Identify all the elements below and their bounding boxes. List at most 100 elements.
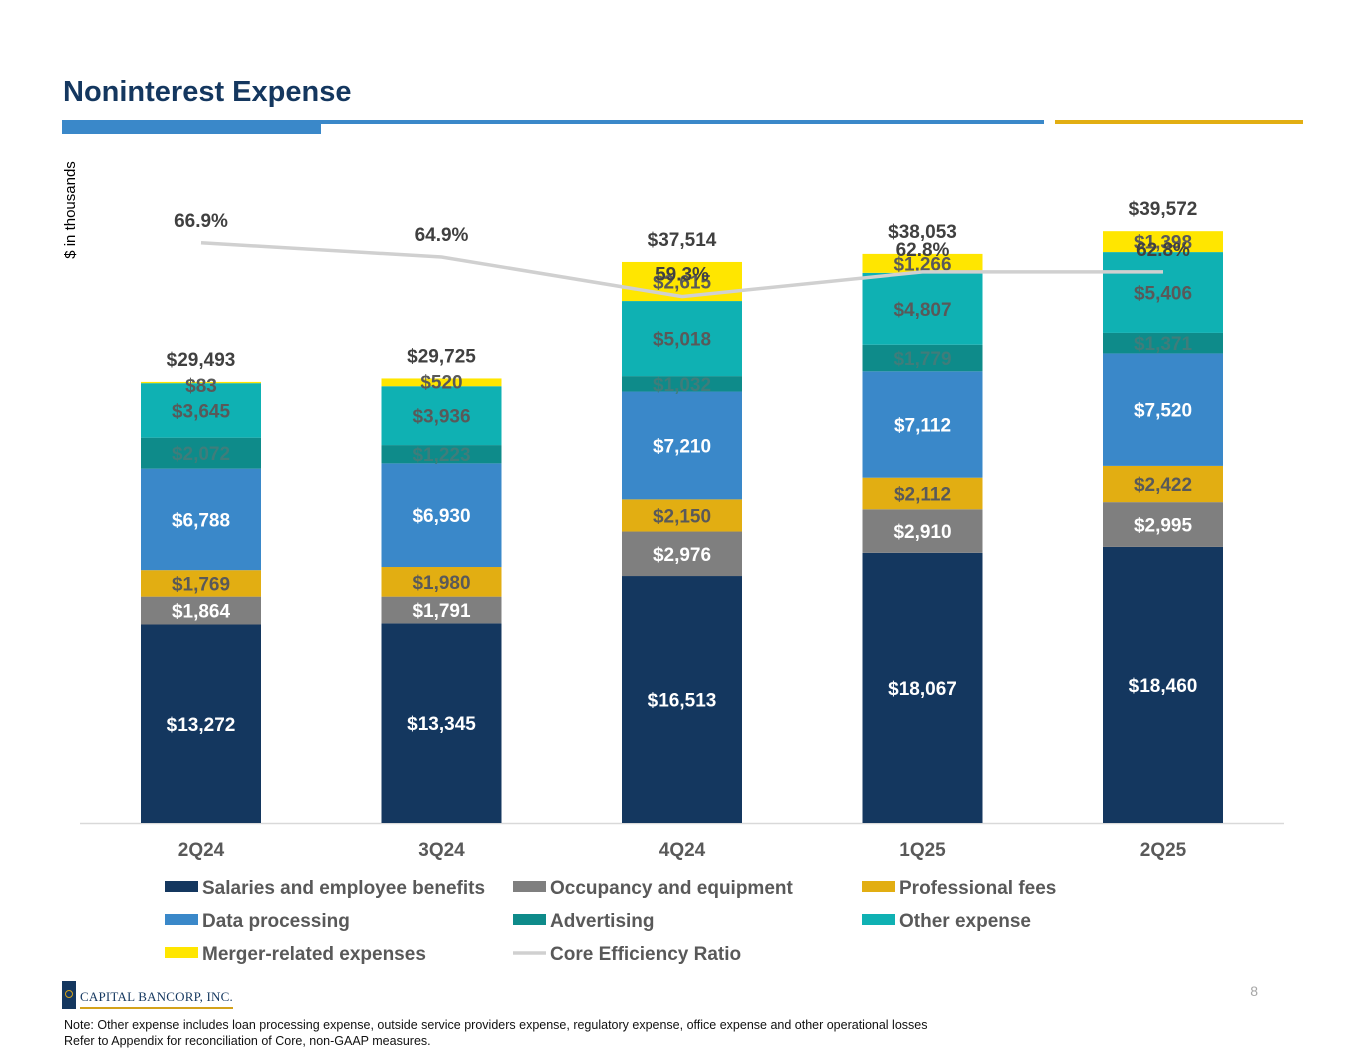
- title-rule-gold: [1055, 120, 1303, 124]
- legend-label-salaries-and-employee-benefits: Salaries and employee benefits: [202, 878, 485, 899]
- legend-label-other-expense: Other expense: [899, 911, 1031, 932]
- data-label-salaries-and-employee-benefits-2q25: $18,460: [1129, 676, 1198, 697]
- total-label-2q25: $39,572: [1129, 199, 1198, 220]
- data-label-salaries-and-employee-benefits-3q24: $13,345: [407, 714, 476, 735]
- bar-segment-professional-fees-2q24: [141, 570, 261, 597]
- data-label-salaries-and-employee-benefits-2q24: $13,272: [167, 715, 236, 736]
- legend-label-advertising: Advertising: [550, 911, 655, 932]
- bar-segment-occupancy-and-equipment-3q24: [381, 596, 502, 624]
- y-axis-label: $ in thousands: [62, 161, 79, 259]
- noninterest-expense-chart: $ in thousands $13,272 $1,864 $1,769 $6,788 $…: [62, 161, 1284, 965]
- data-label-other-expense-1q25: $4,807: [893, 300, 951, 321]
- bar-segment-occupancy-and-equipment-1q25: [862, 509, 983, 553]
- bar-segment-advertising-2q25: [1103, 332, 1223, 354]
- bar-segment-other-expense-4q24: [622, 301, 742, 377]
- data-label-advertising-2q24: $2,072: [172, 444, 230, 465]
- data-label-professional-fees-3q24: $1,980: [412, 573, 470, 594]
- bar-segment-data-processing-3q24: [381, 463, 502, 568]
- logo-text: CAPITAL BANCORP, INC.: [80, 990, 233, 1009]
- data-label-other-expense-2q24: $3,645: [172, 401, 231, 422]
- x-tick-label-2q24: 2Q24: [178, 840, 225, 861]
- bar-segment-data-processing-1q25: [862, 371, 983, 478]
- x-tick-label-2q25: 2Q25: [1140, 840, 1187, 861]
- efficiency-ratio-label-4q24: 59.3%: [655, 265, 709, 286]
- legend-swatch-salaries-and-employee-benefits: [165, 881, 198, 892]
- bar-segment-merger-related-expenses-4q24: [622, 261, 742, 302]
- data-label-merger-related-expenses-2q25: $1,398: [1134, 233, 1192, 254]
- bar-segment-merger-related-expenses-1q25: [862, 253, 983, 273]
- efficiency-ratio-line: [200, 241, 1163, 299]
- efficiency-ratio-label-3q24: 64.9%: [415, 225, 469, 246]
- x-tick-label-3q24: 3Q24: [418, 840, 465, 861]
- data-label-data-processing-3q24: $6,930: [412, 506, 470, 527]
- efficiency-ratio-label-2q25: 62.8%: [1136, 240, 1190, 261]
- logo-mark-icon: [62, 981, 76, 1009]
- legend-label-professional-fees: Professional fees: [899, 878, 1056, 899]
- data-label-salaries-and-employee-benefits-1q25: $18,067: [888, 679, 957, 700]
- bar-segment-salaries-and-employee-benefits-3q24: [381, 623, 502, 823]
- data-label-occupancy-and-equipment-3q24: $1,791: [412, 601, 471, 622]
- total-label-3q24: $29,725: [407, 346, 476, 367]
- legend-label-core-efficiency-ratio: Core Efficiency Ratio: [550, 944, 741, 965]
- title-rule-blue: [321, 120, 1044, 124]
- bar-segment-other-expense-2q24: [141, 383, 261, 438]
- data-label-occupancy-and-equipment-1q25: $2,910: [893, 522, 951, 543]
- data-label-advertising-4q24: $1,032: [653, 375, 711, 396]
- total-label-4q24: $37,514: [648, 230, 717, 251]
- bar-segment-other-expense-2q25: [1103, 252, 1223, 333]
- legend-swatch-other-expense: [862, 914, 895, 925]
- data-label-occupancy-and-equipment-4q24: $2,976: [653, 545, 711, 566]
- page-number: 8: [1250, 983, 1258, 999]
- footnotes: Note: Other expense includes loan proces…: [64, 1017, 928, 1049]
- legend-swatch-data-processing: [165, 914, 198, 925]
- legend-swatch-advertising: [513, 914, 546, 925]
- bar-segment-other-expense-3q24: [381, 386, 502, 446]
- footnote-appendix: Refer to Appendix for reconciliation of …: [64, 1034, 431, 1048]
- bar-segment-data-processing-2q25: [1103, 353, 1223, 466]
- data-label-other-expense-2q25: $5,406: [1134, 284, 1192, 305]
- total-label-2q24: $29,493: [167, 350, 236, 371]
- data-label-salaries-and-employee-benefits-4q24: $16,513: [648, 691, 717, 712]
- data-label-data-processing-1q25: $7,112: [894, 416, 951, 437]
- bar-segment-professional-fees-1q25: [862, 477, 983, 510]
- bar-segment-advertising-2q24: [141, 437, 261, 469]
- bar-segment-merger-related-expenses-3q24: [381, 378, 502, 387]
- x-tick-label-4q24: 4Q24: [659, 840, 706, 861]
- data-label-other-expense-3q24: $3,936: [412, 407, 470, 428]
- bar-segment-advertising-3q24: [381, 445, 502, 464]
- bar-segment-occupancy-and-equipment-2q24: [141, 596, 261, 625]
- bar-segment-occupancy-and-equipment-4q24: [622, 531, 742, 577]
- data-label-professional-fees-2q24: $1,769: [172, 574, 230, 595]
- data-label-data-processing-2q25: $7,520: [1134, 401, 1192, 422]
- bar-segment-merger-related-expenses-2q24: [141, 381, 261, 384]
- data-label-merger-related-expenses-2q24: $83: [185, 376, 217, 397]
- data-label-professional-fees-2q25: $2,422: [1134, 475, 1192, 496]
- legend-swatch-merger-related-expenses: [165, 947, 198, 958]
- data-label-advertising-2q25: $1,371: [1134, 334, 1193, 355]
- data-label-advertising-1q25: $1,779: [893, 349, 951, 370]
- legend-swatch-occupancy-and-equipment: [513, 881, 546, 892]
- data-label-data-processing-2q24: $6,788: [172, 510, 230, 531]
- title-rule-accent: [62, 120, 321, 134]
- bar-segment-data-processing-4q24: [622, 391, 742, 500]
- bar-segment-professional-fees-2q25: [1103, 465, 1223, 503]
- data-label-occupancy-and-equipment-2q24: $1,864: [172, 602, 231, 623]
- footnote-other-expense: Note: Other expense includes loan proces…: [64, 1018, 928, 1032]
- bar-segment-other-expense-1q25: [862, 272, 983, 345]
- data-label-occupancy-and-equipment-2q25: $2,995: [1134, 516, 1193, 537]
- efficiency-ratio-label-2q24: 66.9%: [174, 211, 228, 232]
- data-label-data-processing-4q24: $7,210: [653, 436, 711, 457]
- bar-segment-salaries-and-employee-benefits-1q25: [862, 552, 983, 823]
- bar-segment-salaries-and-employee-benefits-4q24: [622, 576, 742, 823]
- data-label-advertising-3q24: $1,223: [412, 445, 470, 466]
- company-logo: CAPITAL BANCORP, INC.: [62, 979, 233, 1009]
- data-label-professional-fees-4q24: $2,150: [653, 506, 711, 527]
- bar-segment-professional-fees-3q24: [381, 567, 502, 597]
- x-tick-label-1q25: 1Q25: [899, 840, 946, 861]
- bar-segment-salaries-and-employee-benefits-2q24: [141, 624, 261, 823]
- data-label-merger-related-expenses-4q24: $2,615: [653, 273, 712, 294]
- legend-label-data-processing: Data processing: [202, 911, 350, 932]
- legend-swatch-professional-fees: [862, 881, 895, 892]
- efficiency-ratio-label-1q25: 62.8%: [896, 240, 950, 261]
- page-title: Noninterest Expense: [63, 76, 352, 108]
